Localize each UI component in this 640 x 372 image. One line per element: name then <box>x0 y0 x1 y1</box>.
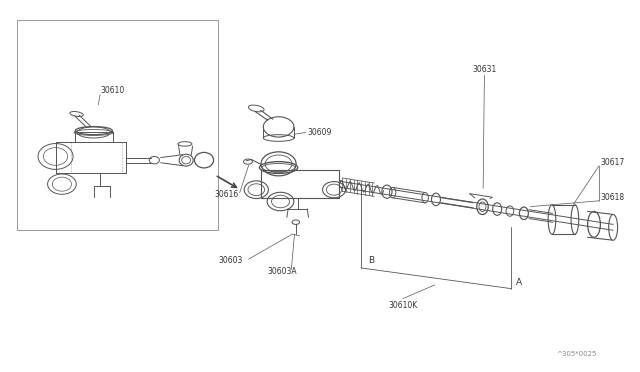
Text: 30610: 30610 <box>100 86 125 94</box>
Text: 30616: 30616 <box>214 190 239 199</box>
Bar <box>17 20 218 230</box>
Text: A: A <box>516 278 522 287</box>
Text: 30617: 30617 <box>600 157 625 167</box>
Text: B: B <box>368 256 374 265</box>
Text: 30610K: 30610K <box>388 301 417 311</box>
Text: 30609: 30609 <box>307 128 332 137</box>
Text: 30618: 30618 <box>600 193 625 202</box>
Text: ^305*0025: ^305*0025 <box>556 351 596 357</box>
Text: 30603A: 30603A <box>268 267 298 276</box>
Text: 30603: 30603 <box>218 256 243 265</box>
Text: 30631: 30631 <box>472 65 497 74</box>
